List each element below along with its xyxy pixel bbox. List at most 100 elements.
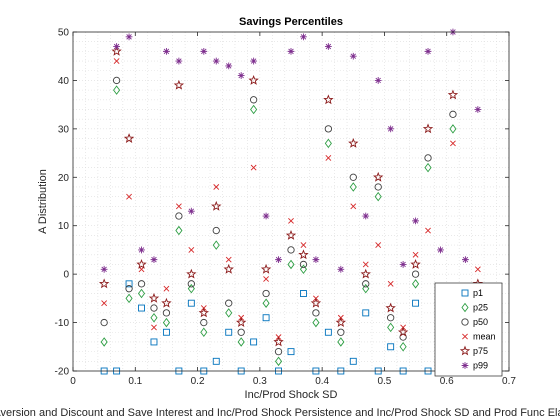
point-p75	[310, 297, 322, 308]
point-p75	[248, 74, 259, 85]
x-axis-label: Inc/Prod Shock SD	[245, 389, 338, 401]
point-p75	[273, 336, 284, 347]
legend-label-p75: p75	[473, 346, 488, 356]
x-tick-label: 0.3	[253, 376, 267, 387]
point-p50	[424, 154, 432, 162]
point-p99	[100, 265, 108, 273]
point-p50	[374, 183, 382, 191]
point-p99	[374, 77, 382, 84]
point-p75	[410, 259, 421, 269]
point-p50	[200, 318, 208, 327]
legend: p1 p25 p50 mean p75 p99	[434, 282, 503, 377]
y-tick-label: -10	[55, 318, 70, 329]
point-p75	[186, 268, 197, 279]
legend-marker-p25	[461, 302, 469, 313]
legend-label-p99: p99	[473, 361, 488, 371]
legend-label-p25: p25	[473, 303, 488, 313]
point-mean	[151, 324, 157, 331]
point-mean	[300, 242, 307, 249]
x-tick-label: 0.7	[502, 376, 516, 387]
series-p75	[98, 45, 484, 347]
point-p1	[324, 328, 332, 336]
point-p99	[312, 256, 320, 264]
point-p1	[300, 290, 307, 297]
point-mean	[362, 261, 369, 268]
point-p1	[349, 357, 357, 365]
point-p99	[113, 43, 120, 50]
point-p25	[449, 124, 457, 134]
point-p75	[323, 94, 334, 105]
point-p50	[411, 270, 420, 278]
point-p50	[125, 285, 133, 293]
point-mean	[375, 242, 382, 249]
axes: 0 0.1 0.2 0.3 0.4 0.5 0.6 0.7 -20 -10 0 10 20 30 40 50	[55, 28, 517, 388]
point-p75	[335, 317, 347, 327]
point-p25	[200, 327, 208, 338]
series-p99	[100, 28, 482, 273]
legend-label-p1: p1	[473, 288, 483, 298]
point-p99	[138, 246, 145, 254]
point-p25	[162, 317, 170, 328]
point-p99	[163, 47, 170, 55]
y-tick-label: 0	[63, 270, 69, 281]
legend-label-p50: p50	[473, 317, 488, 327]
y-axis-label: A Distribution	[37, 169, 49, 234]
point-p75	[173, 79, 185, 90]
point-p75	[161, 297, 172, 308]
y-tick-label: 20	[58, 173, 70, 184]
point-p25	[337, 337, 345, 347]
chart-title: Savings Percentiles	[239, 16, 343, 28]
point-p1	[150, 338, 158, 346]
point-p1	[212, 357, 220, 365]
point-p99	[412, 217, 419, 225]
point-mean	[101, 300, 108, 307]
point-p50	[162, 309, 171, 317]
point-p50	[287, 246, 295, 254]
point-mean	[425, 227, 431, 234]
point-p75	[198, 307, 209, 318]
point-p50	[175, 212, 183, 220]
point-p25	[312, 317, 320, 328]
legend-marker-mean	[462, 333, 468, 340]
point-p25	[274, 356, 283, 367]
point-p25	[100, 337, 108, 347]
y-tick-label: 10	[58, 221, 70, 232]
point-p99	[337, 265, 345, 273]
point-p1	[162, 328, 170, 336]
x-tick-label: 0.2	[191, 376, 205, 387]
point-p99	[237, 72, 245, 79]
x-tick-label: 0.5	[377, 376, 391, 387]
point-p25	[125, 293, 133, 304]
point-mean	[163, 285, 170, 292]
point-mean	[113, 58, 120, 64]
legend-marker-p99	[461, 362, 469, 369]
point-mean	[450, 140, 456, 147]
point-p75	[235, 317, 247, 327]
point-p75	[148, 292, 160, 303]
point-p99	[287, 47, 295, 55]
point-p25	[374, 191, 382, 202]
point-p50	[150, 304, 158, 312]
legend-label-mean: mean	[473, 332, 496, 342]
point-p50	[362, 280, 370, 288]
point-p50	[449, 110, 457, 118]
point-p99	[437, 246, 444, 254]
point-p50	[337, 328, 345, 336]
point-p50	[349, 173, 357, 181]
point-p25	[324, 138, 332, 149]
point-p25	[237, 337, 245, 347]
point-p25	[137, 288, 146, 299]
point-mean	[325, 154, 332, 161]
point-p50	[324, 125, 333, 133]
point-p50	[137, 280, 146, 288]
legend-marker-p50	[461, 318, 469, 326]
point-mean	[126, 193, 132, 200]
point-mean	[288, 217, 294, 224]
x-tick-label: 0.6	[440, 376, 454, 387]
point-p25	[362, 283, 370, 294]
point-p99	[474, 106, 482, 113]
point-p50	[112, 76, 121, 85]
point-mean	[350, 203, 357, 210]
x-tick-label: 0	[70, 376, 76, 387]
point-p50	[274, 347, 283, 356]
